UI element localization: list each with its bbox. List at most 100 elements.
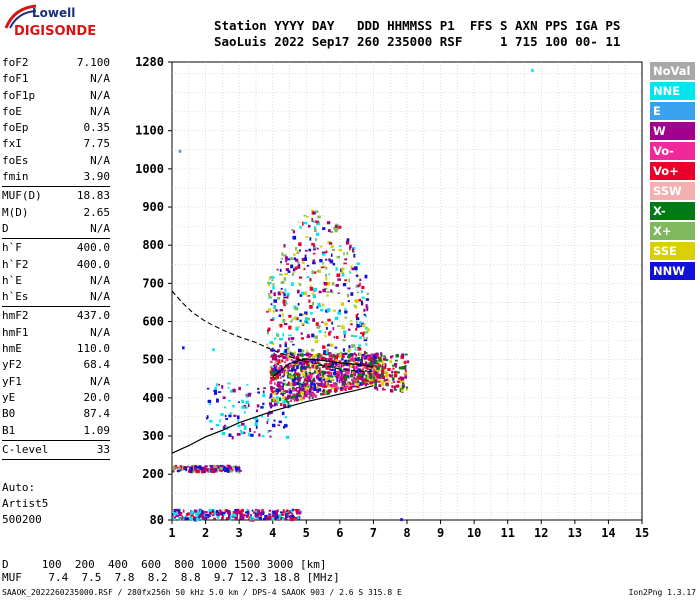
echo-point (396, 384, 400, 387)
echo-point (321, 357, 325, 360)
echo-point (404, 366, 407, 371)
echo-point (404, 360, 407, 365)
echo-point (326, 363, 329, 367)
echo-point (325, 309, 329, 313)
echo-point (363, 363, 366, 366)
echo-point (380, 374, 383, 377)
echo-point (307, 334, 310, 337)
echo-point (202, 468, 206, 471)
echo-point (400, 386, 403, 389)
echo-point (372, 360, 375, 363)
echo-point (334, 225, 338, 228)
echo-point (285, 302, 287, 305)
echo-point (296, 392, 299, 397)
echo-point (348, 345, 351, 349)
echo-point (358, 358, 362, 362)
echo-point (366, 328, 370, 332)
echo-point (316, 359, 320, 362)
echo-point (275, 355, 280, 358)
echo-point (223, 465, 226, 468)
echo-point (213, 470, 216, 473)
x-tick-label: 14 (601, 526, 615, 540)
param-row: h`F2 400.0 (2, 257, 110, 273)
echo-point (334, 346, 338, 349)
echo-point (288, 337, 290, 341)
echo-point (330, 369, 334, 372)
echo-point (354, 352, 356, 356)
echo-point (298, 353, 302, 356)
echo-point (312, 292, 315, 297)
echo-point (324, 331, 327, 334)
echo-point (373, 366, 377, 370)
param-value: 110.0 (76, 342, 110, 356)
echo-point (353, 379, 357, 383)
echo-point (314, 238, 318, 241)
param-row: foEp 0.35 (2, 120, 110, 136)
echo-point (309, 375, 313, 380)
echo-point (288, 325, 292, 330)
echo-point (218, 383, 221, 386)
echo-point (284, 343, 287, 348)
echo-point (183, 466, 188, 470)
echo-point (278, 514, 281, 516)
echo-point (294, 362, 298, 365)
echo-point (291, 228, 294, 232)
echo-point (335, 226, 340, 230)
echo-point (311, 386, 314, 389)
echo-point (225, 417, 229, 421)
echo-point (201, 469, 204, 474)
param-key: h`Es (2, 290, 29, 304)
echo-point (292, 235, 297, 240)
echo-point (346, 368, 350, 372)
echo-point (323, 389, 327, 394)
echo-point (363, 381, 366, 385)
echo-point (255, 517, 259, 520)
echo-point (296, 353, 301, 356)
echo-point (181, 515, 184, 520)
echo-point (268, 402, 272, 405)
echo-point (198, 465, 201, 469)
echo-point (351, 378, 355, 382)
echo-point (215, 398, 219, 403)
echo-point (208, 402, 212, 405)
echo-point (280, 290, 282, 294)
echo-point (294, 376, 297, 381)
param-key: B1 (2, 423, 16, 437)
echo-point (356, 347, 359, 351)
echo-point (312, 379, 316, 383)
echo-point (303, 363, 306, 366)
echo-point (341, 267, 344, 272)
echo-point (310, 394, 313, 397)
echo-point (301, 372, 304, 376)
echo-point (201, 510, 205, 512)
echo-point (370, 358, 374, 361)
echo-point (228, 517, 232, 521)
echo-point (300, 369, 303, 373)
echo-point (322, 345, 326, 349)
echo-point (256, 404, 260, 408)
echo-point (228, 400, 231, 402)
echo-point (288, 515, 291, 518)
echo-point (202, 469, 206, 473)
echo-point (235, 467, 239, 471)
echo-point (271, 390, 276, 394)
echo-point (311, 270, 314, 275)
echo-point (301, 261, 305, 264)
echo-point (288, 388, 291, 392)
echo-point (220, 413, 224, 416)
echo-point (261, 508, 264, 512)
echo-point (301, 258, 305, 261)
echo-point (383, 355, 386, 358)
station-header: Station YYYY DAY DDD HHMMSS P1 FFS S AXN… (214, 18, 620, 50)
echo-point (279, 337, 284, 341)
echo-point (243, 431, 246, 435)
echo-point (238, 467, 241, 471)
echo-point (354, 305, 358, 309)
echo-point (340, 371, 343, 375)
echo-point (340, 374, 343, 377)
echo-point (297, 383, 300, 385)
echo-point (317, 302, 321, 307)
echo-point (194, 468, 198, 471)
echo-point (362, 331, 365, 334)
